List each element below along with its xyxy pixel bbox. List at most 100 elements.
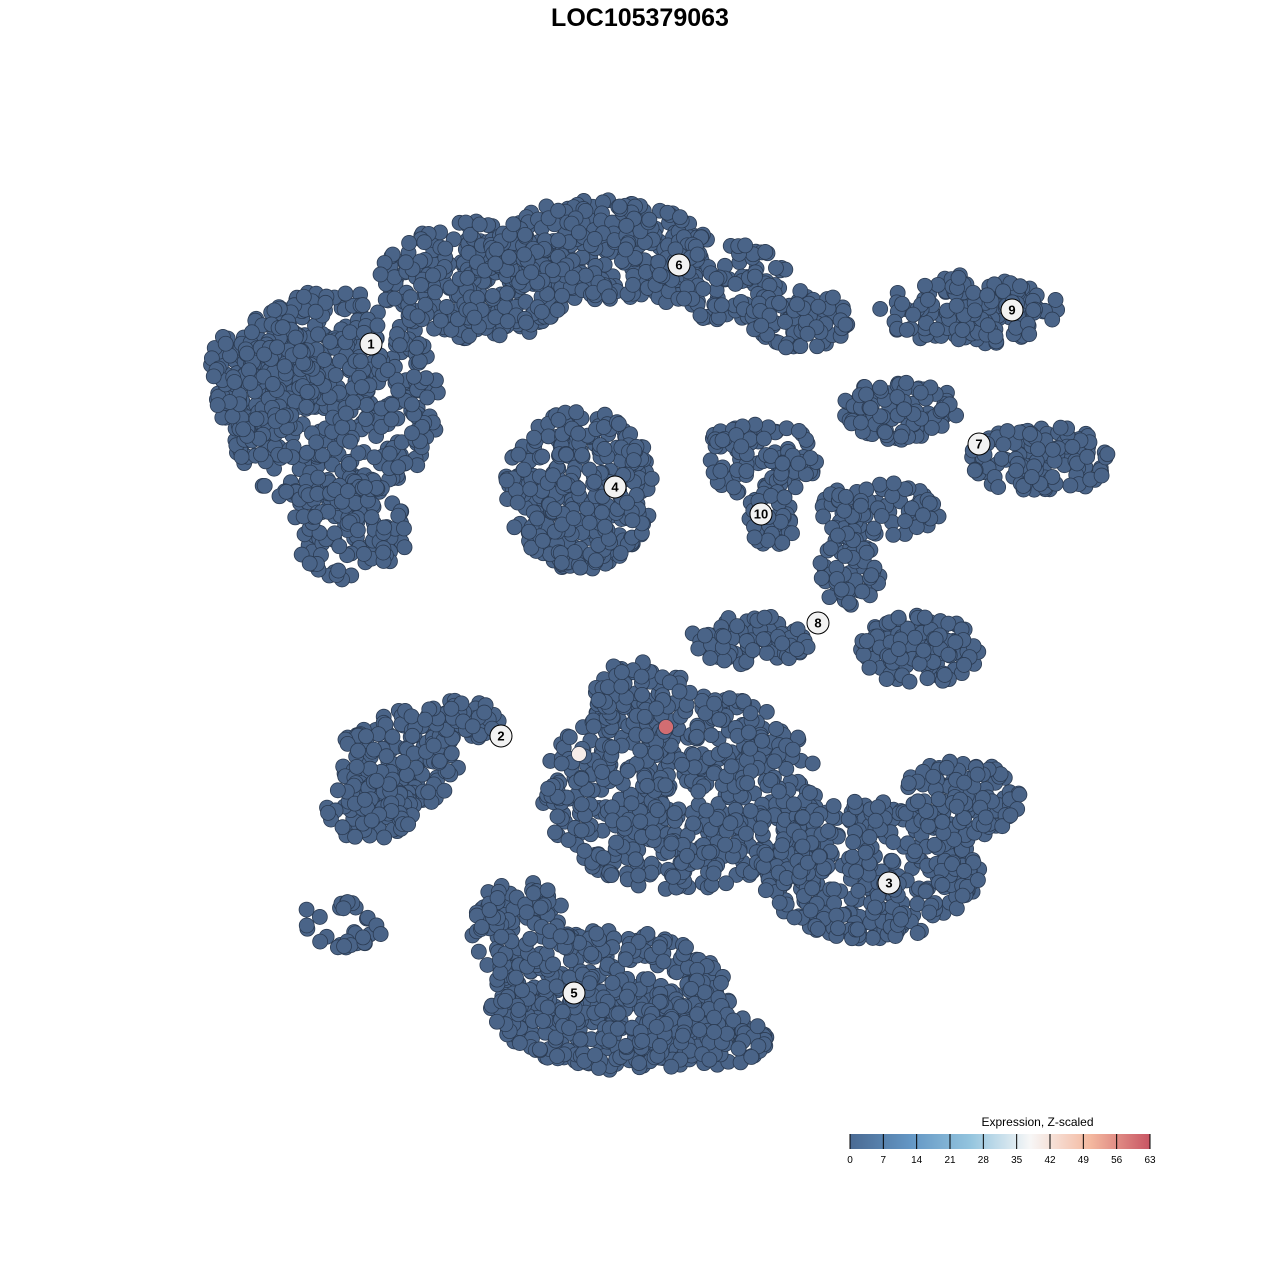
cell-point bbox=[770, 783, 787, 800]
cell-point bbox=[611, 416, 627, 432]
cell-point bbox=[619, 988, 635, 1005]
cell-point bbox=[491, 327, 508, 344]
cell-point bbox=[729, 618, 746, 635]
cell-point bbox=[979, 287, 996, 304]
cell-point bbox=[301, 555, 318, 572]
cell-point bbox=[643, 864, 660, 881]
cell-point bbox=[897, 513, 913, 530]
cell-point bbox=[379, 362, 396, 378]
cell-point bbox=[550, 232, 567, 249]
cell-point bbox=[837, 316, 854, 333]
cell-point bbox=[915, 642, 932, 659]
cell-point bbox=[747, 268, 763, 285]
cell-point bbox=[417, 711, 434, 728]
cell-point bbox=[705, 865, 722, 882]
cell-point bbox=[768, 721, 785, 737]
cell-point bbox=[369, 317, 386, 334]
cell-point bbox=[898, 374, 915, 391]
cell-point bbox=[846, 793, 863, 810]
cell-point bbox=[274, 408, 291, 425]
cluster-label-10: 10 bbox=[749, 502, 773, 526]
highlighted-cell-point bbox=[571, 746, 587, 762]
cell-point bbox=[556, 475, 573, 492]
cell-point bbox=[581, 514, 598, 531]
cell-point bbox=[402, 289, 419, 306]
cell-point bbox=[534, 448, 551, 465]
cell-point bbox=[663, 835, 680, 852]
cell-point bbox=[792, 283, 809, 299]
cell-point bbox=[647, 744, 664, 761]
cell-point bbox=[907, 843, 923, 860]
cluster-label-9: 9 bbox=[1000, 298, 1024, 322]
cell-point bbox=[256, 346, 273, 363]
cell-point bbox=[722, 815, 739, 832]
cell-point bbox=[553, 555, 570, 571]
cell-point bbox=[205, 368, 222, 385]
cell-point bbox=[618, 217, 635, 234]
cell-point bbox=[358, 728, 374, 745]
cell-point bbox=[696, 984, 713, 1001]
cell-point bbox=[692, 307, 709, 324]
cell-point bbox=[884, 852, 900, 869]
cell-point bbox=[337, 285, 354, 302]
cell-point bbox=[493, 928, 510, 945]
cell-point bbox=[356, 791, 373, 808]
cell-point bbox=[615, 815, 632, 832]
cell-point bbox=[378, 748, 395, 765]
cell-point bbox=[820, 823, 837, 839]
cell-point bbox=[672, 209, 688, 226]
cell-point bbox=[491, 951, 508, 968]
colorbar-tick-label: 0 bbox=[847, 1155, 853, 1166]
cell-point bbox=[438, 299, 455, 315]
cell-point bbox=[350, 445, 367, 462]
cell-point bbox=[619, 494, 635, 511]
cell-point bbox=[443, 745, 460, 762]
cell-point bbox=[547, 824, 563, 841]
cell-point bbox=[596, 441, 613, 457]
cell-point bbox=[549, 808, 566, 825]
cell-point bbox=[830, 920, 846, 937]
cell-point bbox=[689, 246, 706, 263]
cell-point bbox=[738, 825, 754, 842]
cell-point bbox=[508, 969, 524, 986]
cell-point bbox=[568, 404, 585, 421]
cell-point bbox=[742, 802, 759, 819]
cell-point bbox=[737, 237, 754, 254]
cell-point bbox=[1022, 426, 1038, 442]
cell-point bbox=[899, 321, 915, 338]
cell-point bbox=[209, 397, 226, 414]
cell-point bbox=[526, 429, 542, 446]
cell-point bbox=[546, 501, 563, 518]
cell-point bbox=[583, 945, 600, 962]
cell-point bbox=[342, 433, 359, 450]
cell-point bbox=[757, 244, 774, 260]
cell-point bbox=[674, 1027, 691, 1044]
cell-point bbox=[499, 313, 516, 330]
cell-point bbox=[727, 276, 744, 292]
cell-point bbox=[701, 844, 718, 861]
cell-point bbox=[564, 269, 581, 286]
cell-point bbox=[912, 384, 929, 401]
cell-point bbox=[274, 319, 291, 336]
cell-point bbox=[256, 477, 273, 494]
cell-point bbox=[363, 812, 380, 829]
cell-point bbox=[632, 742, 649, 759]
cell-point bbox=[867, 899, 883, 916]
cell-point bbox=[408, 339, 425, 356]
cell-point bbox=[366, 449, 383, 466]
cell-point bbox=[708, 270, 725, 287]
cell-point bbox=[470, 943, 487, 960]
cell-point bbox=[1044, 311, 1061, 328]
cell-point bbox=[864, 930, 881, 946]
cell-point bbox=[322, 333, 339, 350]
cluster-label-7: 7 bbox=[967, 432, 991, 456]
cell-point bbox=[391, 337, 408, 354]
cell-point bbox=[956, 863, 973, 879]
cell-point bbox=[561, 729, 578, 746]
cell-point bbox=[802, 902, 819, 919]
cell-point bbox=[938, 759, 955, 776]
cell-point bbox=[517, 226, 533, 243]
cell-point bbox=[244, 324, 260, 341]
cluster-label-4: 4 bbox=[603, 475, 627, 499]
cell-point bbox=[638, 727, 655, 744]
